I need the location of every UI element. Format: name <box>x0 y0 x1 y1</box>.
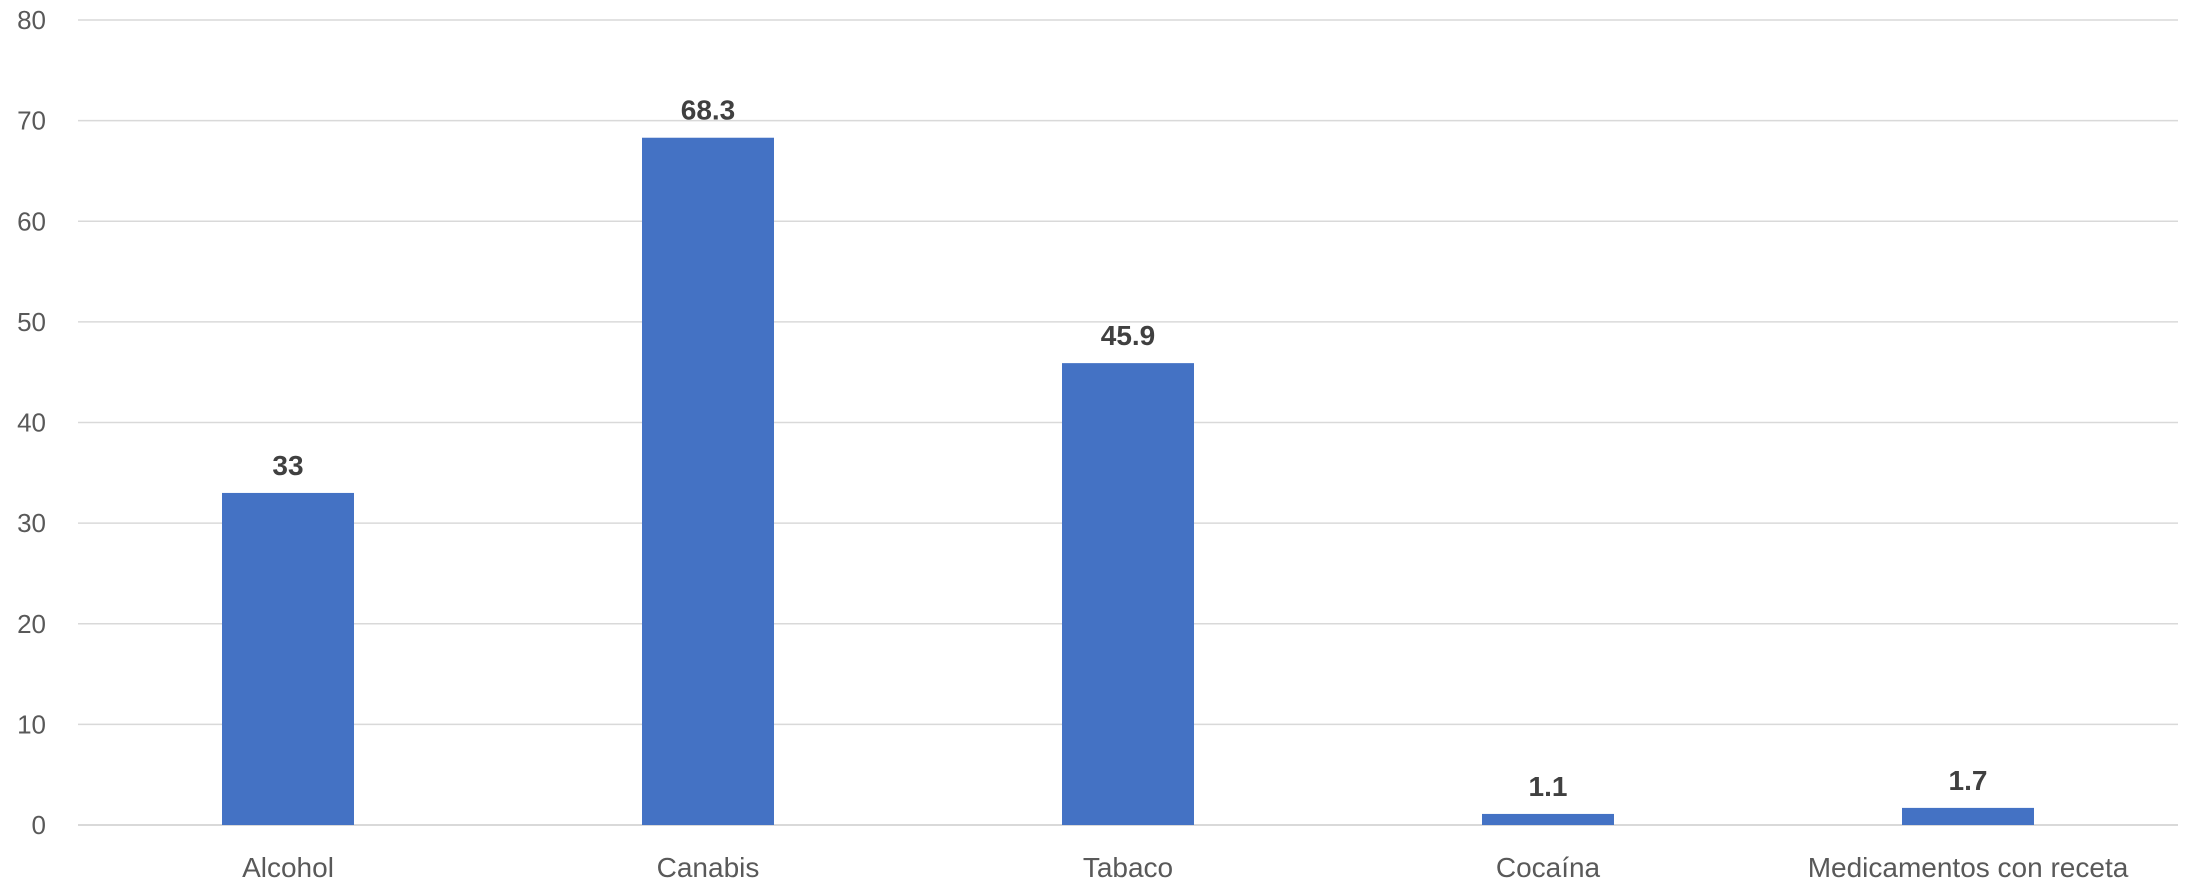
data-label: 68.3 <box>681 95 736 126</box>
x-category-label: Cocaína <box>1496 852 1601 882</box>
y-tick-label: 40 <box>17 408 46 438</box>
y-tick-label: 70 <box>17 106 46 136</box>
bars <box>222 137 2034 825</box>
y-tick-label: 30 <box>17 508 46 538</box>
bar <box>1902 807 2034 825</box>
data-labels: 33 68.3 45.9 1.1 1.7 <box>272 95 1987 802</box>
y-tick-label: 0 <box>32 810 46 840</box>
x-category-label: Alcohol <box>242 852 334 882</box>
y-tick-label: 60 <box>17 206 46 236</box>
x-category-label: Canabis <box>657 852 760 882</box>
y-tick-label: 80 <box>17 5 46 35</box>
bar <box>1482 813 1614 825</box>
data-label: 33 <box>272 450 303 481</box>
y-axis-ticks: 0 10 20 30 40 50 60 70 80 <box>17 5 46 840</box>
y-tick-label: 10 <box>17 709 46 739</box>
data-label: 45.9 <box>1101 320 1156 351</box>
x-category-label: Tabaco <box>1083 852 1173 882</box>
x-category-label: Medicamentos con receta <box>1808 852 2129 882</box>
y-tick-label: 20 <box>17 609 46 639</box>
data-label: 1.1 <box>1529 771 1568 802</box>
bar <box>1062 363 1194 825</box>
bar <box>222 492 354 825</box>
data-label: 1.7 <box>1949 765 1988 796</box>
y-tick-label: 50 <box>17 307 46 337</box>
x-axis-categories: Alcohol Canabis Tabaco Cocaína Medicamentos … <box>242 852 2129 882</box>
bar <box>642 137 774 825</box>
